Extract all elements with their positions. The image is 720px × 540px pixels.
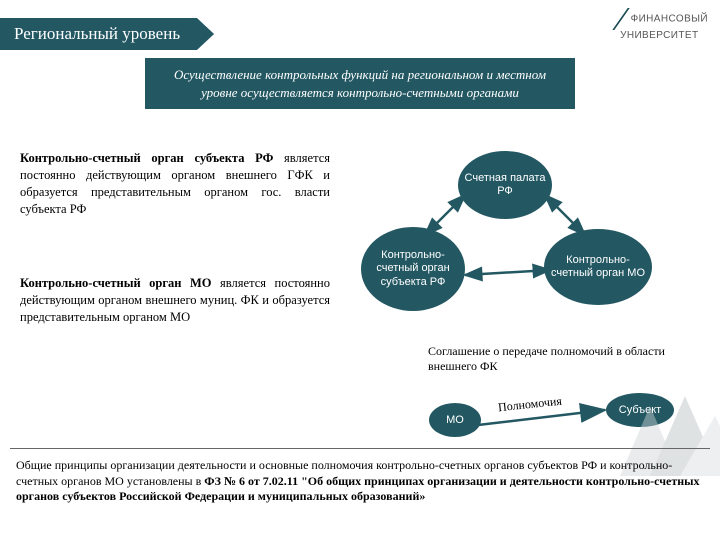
title-ribbon: Региональный уровень (0, 18, 214, 50)
paragraph-1-bold: Контрольно-счетный орган субъекта РФ (20, 151, 273, 165)
mo-node: МО (429, 403, 481, 437)
logo-text: ФИНАНСОВЫЙ УНИВЕРСИТЕТ (620, 13, 708, 41)
paragraph-1: Контрольно-счетный орган субъекта РФ явл… (20, 150, 330, 218)
page-title: Региональный уровень (14, 24, 180, 43)
divider (10, 448, 710, 449)
paragraph-2-bold: Контрольно-счетный орган МО (20, 276, 212, 290)
node-left: Контрольно-счетный орган субъекта РФ (361, 227, 465, 311)
footer: Общие принципы организации деятельности … (16, 458, 706, 505)
subtitle-box: Осуществление контрольных функций на рег… (145, 58, 575, 109)
agreement-label: Соглашение о передаче полномочий в облас… (428, 344, 688, 374)
paragraph-2: Контрольно-счетный орган МО является пос… (20, 275, 330, 326)
subtitle-text: Осуществление контрольных функций на рег… (174, 67, 546, 100)
agreement-text: Соглашение о передаче полномочий в облас… (428, 344, 665, 373)
node-right-label: Контрольно-счетный орган МО (548, 254, 648, 280)
node-right: Контрольно-счетный орган МО (544, 229, 652, 305)
node-left-label: Контрольно-счетный орган субъекта РФ (365, 249, 461, 289)
node-top: Счетная палата РФ (458, 151, 552, 219)
mo-label: МО (446, 414, 464, 426)
node-top-label: Счетная палата РФ (462, 172, 548, 198)
logo: ФИНАНСОВЫЙ УНИВЕРСИТЕТ (620, 8, 708, 41)
